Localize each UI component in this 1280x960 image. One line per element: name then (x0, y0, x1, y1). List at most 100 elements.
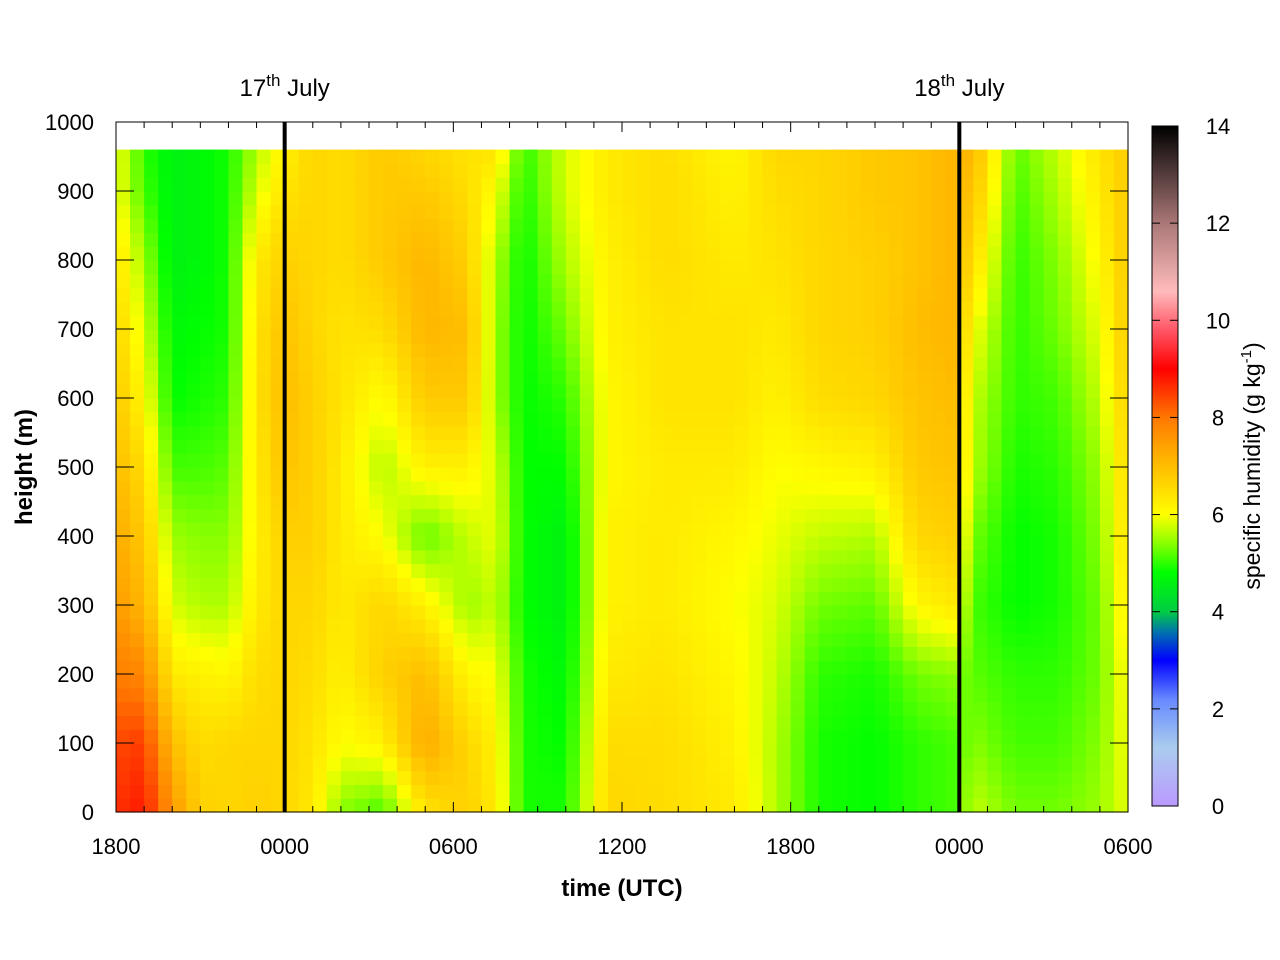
heatmap-cell (326, 605, 342, 620)
heatmap-cell (130, 425, 145, 440)
heatmap-cell (270, 715, 286, 730)
heatmap-cell (804, 536, 820, 551)
heatmap-cell (467, 784, 483, 799)
heatmap-cell (439, 577, 454, 592)
heatmap-cell (776, 315, 792, 330)
heatmap-cell (312, 342, 328, 358)
heatmap-cell (1085, 398, 1101, 413)
heatmap-cell (678, 384, 693, 399)
heatmap-cell (664, 370, 679, 385)
heatmap-cell (326, 287, 342, 302)
heatmap-cell (256, 163, 272, 178)
heatmap-cell (425, 287, 440, 302)
heatmap-cell (383, 315, 398, 330)
heatmap-cell (987, 453, 1003, 468)
heatmap-cell (790, 660, 806, 675)
heatmap-cell (1085, 342, 1101, 358)
heatmap-cell (1113, 605, 1129, 620)
heatmap-cell (1029, 536, 1045, 551)
heatmap-cell (172, 232, 187, 247)
heatmap-cell (945, 204, 960, 220)
heatmap-cell (959, 591, 974, 606)
heatmap-cell (832, 329, 848, 344)
heatmap-cell (144, 260, 159, 275)
heatmap-cell (551, 646, 567, 661)
heatmap-cell (186, 287, 201, 302)
heatmap-cell (790, 425, 806, 440)
heatmap-cell (158, 467, 173, 482)
heatmap-cell (200, 494, 215, 509)
heatmap-cell (298, 536, 314, 551)
heatmap-cell (200, 384, 215, 399)
heatmap-cell (650, 425, 665, 440)
heatmap-cell (846, 246, 862, 261)
heatmap-cell (411, 605, 426, 620)
heatmap-cell (860, 232, 876, 247)
heatmap-cell (1099, 632, 1115, 647)
heatmap-cell (636, 301, 651, 316)
colorbar-tick-label: 8 (1212, 405, 1224, 430)
heatmap-cell (537, 342, 553, 358)
heatmap-cell (1071, 453, 1087, 468)
heatmap-cell (270, 246, 286, 261)
heatmap-cell (116, 632, 131, 647)
heatmap-cell (242, 191, 258, 206)
heatmap-cell (158, 384, 173, 399)
heatmap-cell (579, 204, 595, 220)
heatmap-cell (636, 687, 651, 703)
heatmap-cell (678, 411, 693, 427)
heatmap-cell (804, 356, 820, 371)
heatmap-cell (1113, 384, 1129, 399)
heatmap-cell (214, 177, 230, 192)
heatmap-cell (903, 480, 918, 496)
heatmap-cell (467, 687, 483, 703)
heatmap-cell (579, 315, 595, 330)
heatmap-cell (593, 218, 609, 233)
heatmap-cell (509, 618, 525, 634)
heatmap-cell (846, 163, 862, 178)
heatmap-cell (425, 536, 440, 551)
heatmap-cell (860, 384, 876, 399)
heatmap-cell (636, 329, 651, 344)
heatmap-cell (495, 508, 511, 523)
heatmap-cell (860, 522, 876, 537)
heatmap-cell (1085, 287, 1101, 302)
heatmap-cell (973, 701, 989, 716)
heatmap-cell (804, 467, 820, 482)
heatmap-cell (565, 577, 581, 592)
heatmap-cell (748, 687, 764, 703)
heatmap-cell (116, 536, 131, 551)
heatmap-cell (509, 301, 525, 316)
heatmap-cell (481, 729, 497, 744)
heatmap-cell (1015, 439, 1031, 454)
heatmap-cell (242, 646, 258, 661)
heatmap-cell (973, 563, 989, 578)
heatmap-cell (593, 674, 609, 689)
heatmap-cell (495, 591, 511, 606)
heatmap-cell (903, 756, 918, 772)
heatmap-cell (860, 411, 876, 427)
heatmap-cell (931, 370, 946, 385)
heatmap-cell (734, 453, 750, 468)
heatmap-cell (650, 591, 665, 606)
heatmap-cell (959, 632, 974, 647)
heatmap-cell (903, 425, 918, 440)
heatmap-cell (130, 370, 145, 385)
heatmap-cell (607, 660, 623, 675)
heatmap-cell (748, 798, 764, 813)
heatmap-cell (931, 701, 946, 716)
heatmap-cell (228, 315, 244, 330)
heatmap-cell (607, 770, 623, 785)
heatmap-cell (818, 536, 834, 551)
heatmap-cell (692, 287, 707, 302)
heatmap-cell (959, 508, 974, 523)
heatmap-cell (903, 729, 918, 744)
heatmap-cell (256, 522, 272, 537)
heatmap-cell (270, 591, 286, 606)
heatmap-cell (622, 480, 637, 496)
heatmap-cell (158, 342, 173, 358)
heatmap-cell (172, 425, 187, 440)
heatmap-cell (650, 329, 665, 344)
heatmap-cell (523, 701, 539, 716)
heatmap-cell (383, 218, 398, 233)
